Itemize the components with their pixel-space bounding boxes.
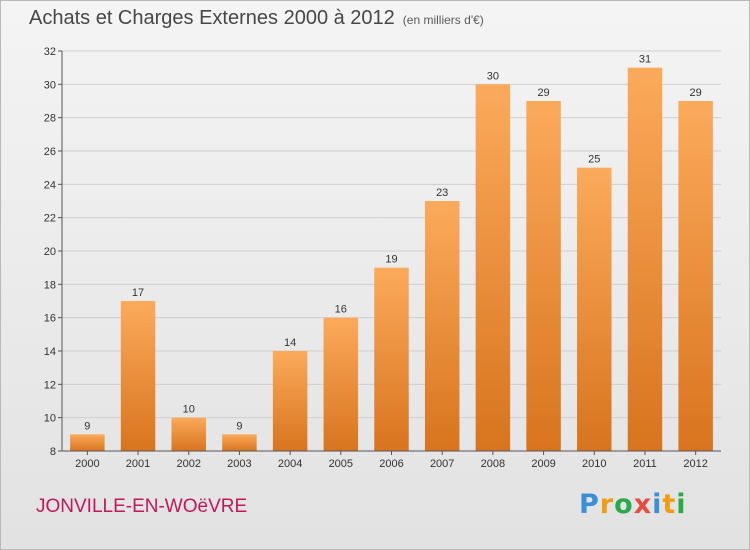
labels: 8 10 12 14 16 18 20 22 24 26 28 30 32 9 2000 17 2001 10 20… — [44, 46, 708, 470]
bar-2000 — [70, 434, 105, 451]
data-label-2005: 16 — [335, 304, 347, 316]
y-tick-label: 32 — [44, 46, 56, 58]
axes — [58, 50, 721, 455]
bar-2008 — [475, 84, 511, 451]
chart-title-text: Achats et Charges Externes 2000 à 2012 — [29, 7, 395, 29]
x-tick-label-2012: 2012 — [683, 458, 707, 470]
data-label-2011: 31 — [639, 54, 651, 66]
x-tick-label-2004: 2004 — [278, 458, 302, 470]
bar-2001 — [120, 301, 156, 451]
bars — [70, 67, 713, 452]
y-tick-label: 18 — [44, 279, 56, 291]
y-tick-label: 24 — [44, 179, 56, 191]
bar-2009 — [526, 101, 561, 451]
x-tick-label-2001: 2001 — [126, 458, 150, 470]
y-tick-label: 16 — [44, 313, 56, 325]
data-label-2008: 30 — [487, 70, 499, 82]
x-tick-label-2011: 2011 — [633, 458, 657, 470]
logo-letter: i — [652, 489, 663, 520]
bar-2005 — [323, 317, 359, 451]
logo-letter: o — [614, 489, 634, 520]
x-tick-label-2005: 2005 — [329, 458, 353, 470]
y-tick-label: 22 — [44, 213, 56, 225]
bar-2004 — [272, 351, 308, 451]
y-tick-label: 10 — [44, 413, 56, 425]
data-label-2006: 19 — [385, 254, 397, 266]
data-label-2009: 29 — [537, 87, 549, 99]
y-tick-label: 26 — [44, 146, 56, 158]
data-label-2003: 9 — [236, 420, 242, 432]
logo-letter: t — [662, 489, 677, 520]
data-label-2012: 29 — [690, 87, 702, 99]
bar-2011 — [627, 67, 663, 452]
bar-2010 — [577, 167, 612, 451]
chart-title: Achats et Charges Externes 2000 à 2012 (e… — [29, 7, 484, 30]
proxiti-logo[interactable]: Proxiti — [579, 489, 687, 520]
bar-2007 — [424, 201, 460, 451]
logo-letter: i — [676, 489, 687, 520]
y-tick-label: 20 — [44, 246, 56, 258]
data-label-2000: 9 — [84, 420, 90, 432]
x-tick-label-2002: 2002 — [176, 458, 200, 470]
x-tick-label-2000: 2000 — [75, 458, 99, 470]
bar-2012 — [678, 101, 713, 451]
x-tick-label-2008: 2008 — [481, 458, 505, 470]
bar-2003 — [222, 434, 257, 451]
x-tick-label-2007: 2007 — [430, 458, 454, 470]
y-tick-label: 30 — [44, 79, 56, 91]
data-label-2004: 14 — [284, 337, 296, 349]
logo-letter: r — [599, 489, 615, 520]
x-tick-label-2010: 2010 — [582, 458, 606, 470]
y-tick-label: 14 — [44, 346, 56, 358]
chart-subtitle: (en milliers d'€) — [402, 13, 484, 27]
bar-2006 — [374, 267, 409, 451]
x-tick-label-2006: 2006 — [379, 458, 403, 470]
logo-letter: P — [579, 489, 600, 520]
y-tick-label: 28 — [44, 113, 56, 125]
data-label-2002: 10 — [183, 404, 195, 416]
x-tick-label-2009: 2009 — [531, 458, 555, 470]
y-tick-label: 12 — [44, 379, 56, 391]
location-name: JONVILLE-EN-WOëVRE — [36, 496, 248, 517]
logo-letter: x — [633, 489, 653, 520]
data-label-2007: 23 — [436, 187, 448, 199]
data-label-2010: 25 — [588, 154, 600, 166]
bar-2002 — [171, 417, 206, 451]
data-label-2001: 17 — [132, 287, 144, 299]
x-tick-label-2003: 2003 — [227, 458, 251, 470]
y-tick-label: 8 — [50, 446, 56, 458]
